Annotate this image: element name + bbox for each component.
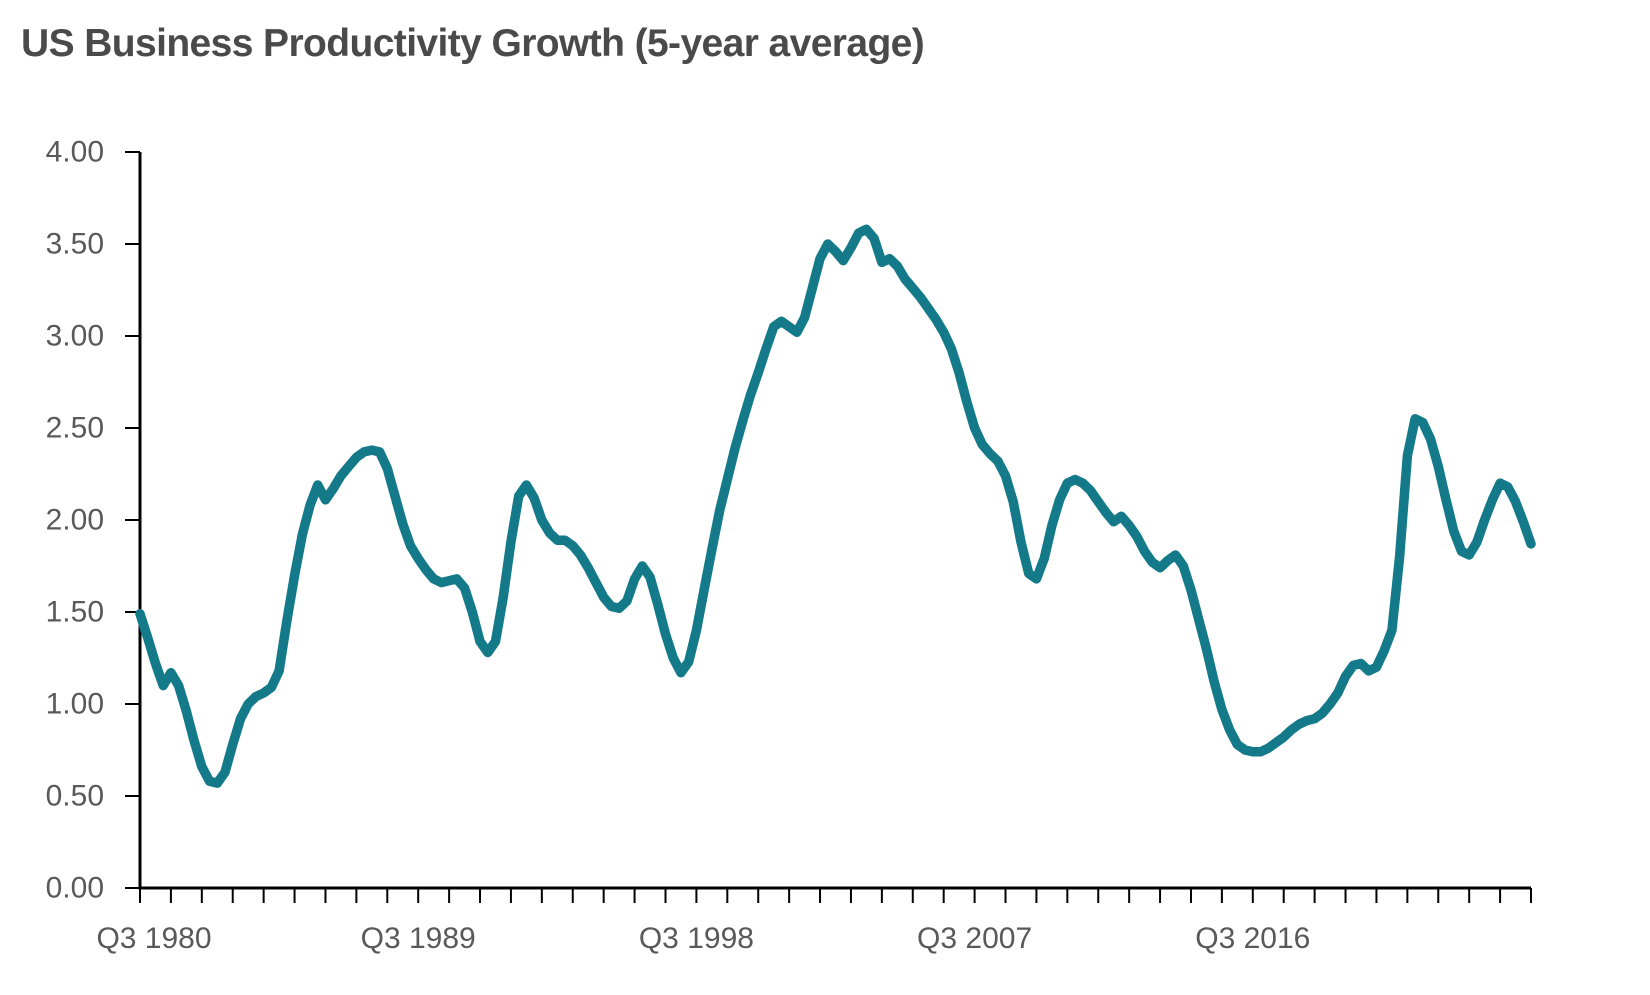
y-axis-tick-label: 3.00 <box>46 320 104 353</box>
y-axis-ticks <box>125 151 140 889</box>
x-axis-tick-label: Q3 2016 <box>1195 922 1310 955</box>
y-axis-tick-label: 2.00 <box>46 504 104 537</box>
y-axis-tick-label: 1.00 <box>46 688 104 721</box>
axes <box>138 152 1531 890</box>
y-axis-tick-label: 0.00 <box>46 872 104 905</box>
x-axis-tick-label: Q3 1998 <box>639 922 754 955</box>
x-axis-tick-label: Q3 2007 <box>917 922 1032 955</box>
x-axis-tick-label: Q3 1989 <box>361 922 476 955</box>
productivity-line-series <box>135 224 1536 788</box>
y-axis-tick-label: 1.50 <box>46 596 104 629</box>
y-axis-labels: 0.00 0.50 1.00 1.50 2.00 2.50 3.00 3.50 4.00 <box>46 136 104 905</box>
x-axis-labels: Q3 1980 Q3 1989 Q3 1998 Q3 2007 Q3 2016 <box>96 922 1310 955</box>
x-axis-tick-label: Q3 1980 <box>96 922 211 955</box>
series-lines <box>135 224 1536 788</box>
x-axis-ticks <box>139 888 1532 903</box>
y-axis-tick-label: 0.50 <box>46 780 104 813</box>
y-axis-tick-label: 2.50 <box>46 412 104 445</box>
chart-title: US Business Productivity Growth (5-year … <box>21 22 925 65</box>
y-axis-tick-label: 4.00 <box>46 136 104 169</box>
y-axis-tick-label: 3.50 <box>46 228 104 261</box>
